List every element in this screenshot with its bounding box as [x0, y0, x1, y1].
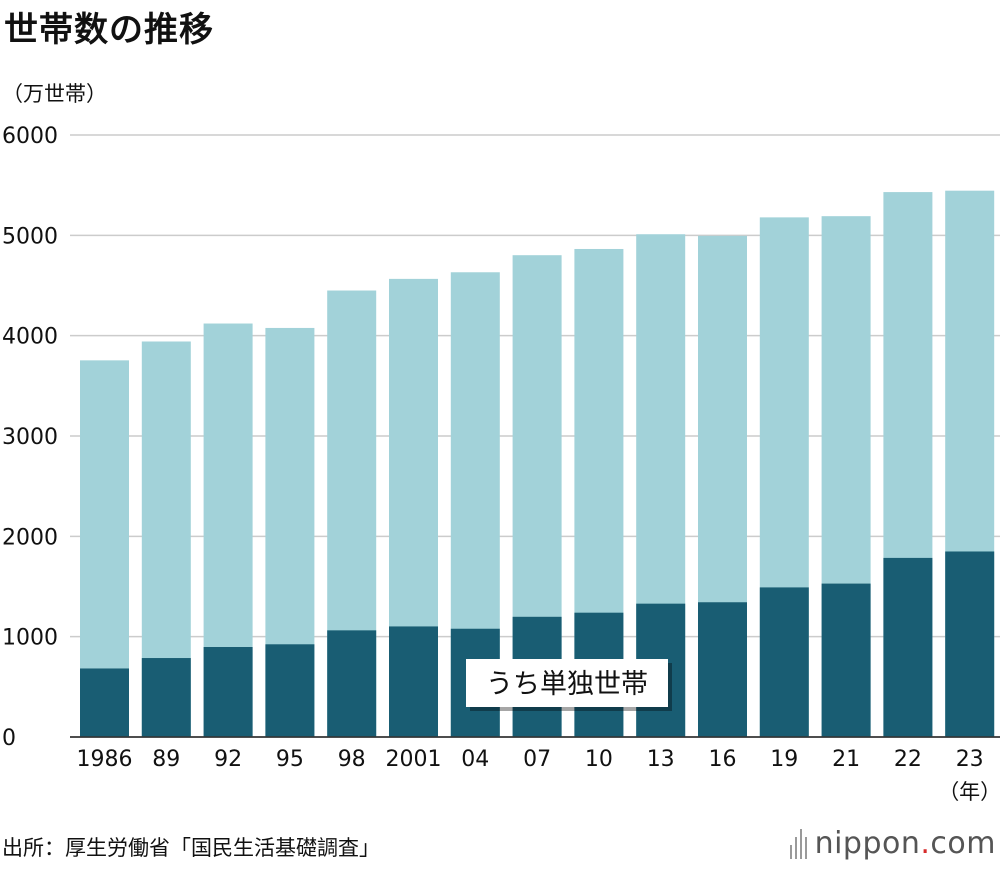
- brand-name: nippon: [814, 826, 921, 861]
- x-tick-label: 95: [276, 747, 304, 772]
- y-tick-label: 1000: [2, 626, 58, 651]
- bar-single: [883, 557, 933, 737]
- x-tick-label: 22: [894, 747, 922, 772]
- bar-single: [141, 658, 191, 737]
- bar-single: [265, 644, 315, 737]
- x-tick-label: 98: [338, 747, 366, 772]
- chart-title: 世帯数の推移: [4, 10, 214, 50]
- x-tick-label: 04: [461, 747, 489, 772]
- y-tick-label: 0: [2, 726, 16, 751]
- x-tick-label: 92: [214, 747, 242, 772]
- y-tick-label: 6000: [2, 124, 58, 149]
- y-tick-label: 2000: [2, 525, 58, 550]
- x-tick-label: 13: [647, 747, 675, 772]
- x-tick-label: 07: [523, 747, 551, 772]
- legend-label-single: うち単独世帯: [486, 669, 648, 700]
- brand-logo: nippon. com: [789, 826, 996, 861]
- bar-single: [945, 551, 995, 737]
- x-tick-label: 16: [709, 747, 737, 772]
- y-tick-label: 5000: [2, 224, 58, 249]
- x-tick-label: 19: [770, 747, 798, 772]
- bar-single: [698, 602, 747, 737]
- x-tick-label: 2001: [386, 747, 442, 772]
- source-note: 出所：厚生労働省「国民生活基礎調査」: [2, 836, 380, 860]
- x-tick-label: 89: [152, 747, 180, 772]
- x-tick-label: 1986: [77, 747, 133, 772]
- brand-dot: .: [920, 826, 931, 861]
- bar-single: [327, 630, 377, 737]
- brand-mark-icon: [789, 828, 807, 859]
- y-tick-label: 4000: [2, 325, 58, 350]
- y-tick-label: 3000: [2, 425, 58, 450]
- bar-single: [203, 647, 253, 737]
- bar-single: [759, 587, 809, 737]
- bar-single: [80, 668, 129, 737]
- x-tick-label: 23: [956, 747, 984, 772]
- x-tick-label: 21: [832, 747, 860, 772]
- x-axis-unit-label: （年）: [938, 780, 1000, 804]
- legend-box: [466, 659, 668, 707]
- x-tick-label: 10: [585, 747, 613, 772]
- y-axis-unit-label: （万世帯）: [2, 82, 107, 106]
- bar-single: [389, 626, 438, 737]
- bar-single: [821, 583, 871, 737]
- brand-tld: com: [930, 826, 996, 861]
